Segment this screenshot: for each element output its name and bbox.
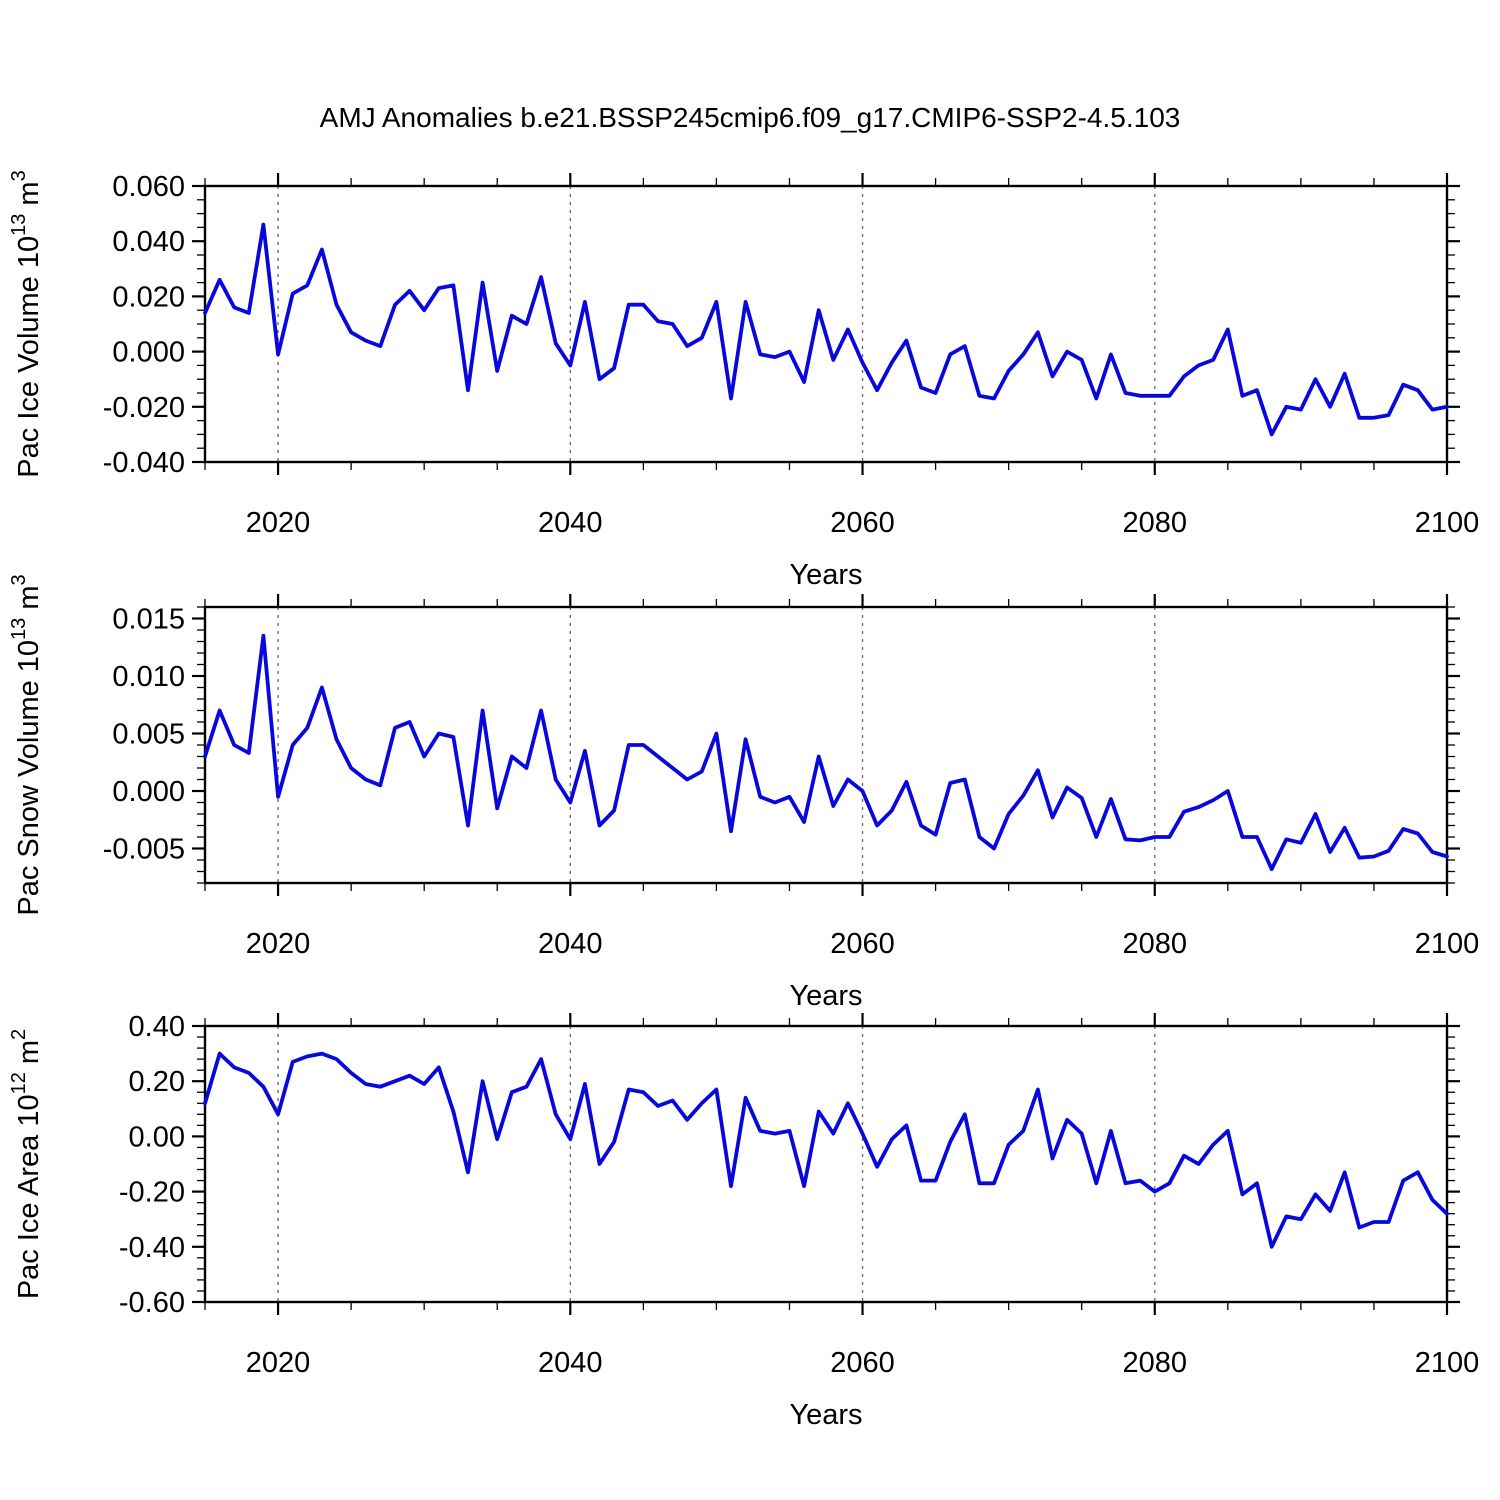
y-tick-label: 0.040 [112,226,185,258]
plot-border [203,605,1449,885]
x-tick-label: 2040 [538,1347,603,1379]
y-tick-label: 0.40 [129,1011,185,1043]
panel-pac-ice-area: 0.40 0.20 0.00 -0.20 -0.40 -0.60 2020 2040 2060 2… [8,1011,1479,1431]
x-tick-label: 2080 [1123,928,1188,960]
x-tick-label: 2100 [1415,928,1480,960]
plot-border [203,184,1449,464]
x-tick-label: 2060 [830,507,895,539]
y-tick-label: -0.040 [103,447,185,479]
x-axis-title: Years [789,980,862,1012]
panel-pac-snow-volume: 0.015 0.010 0.005 0.000 -0.005 2020 2040 2060 20… [8,574,1479,1012]
y-tick-label: 0.010 [112,661,185,693]
panel-pac-ice-volume: 0.060 0.040 0.020 0.000 -0.020 -0.040 2020 2040… [8,170,1479,591]
y-tick-label: 0.00 [129,1121,185,1153]
plot-border [203,1024,1449,1304]
y-tick-label: -0.60 [119,1287,185,1319]
x-tick-label: 2060 [830,1347,895,1379]
x-tick-label: 2040 [538,928,603,960]
data-line-pac-ice-volume [203,222,1449,437]
x-tick-label: 2100 [1415,1347,1480,1379]
x-tick-label: 2040 [538,507,603,539]
y-tick-label: 0.000 [112,337,185,369]
x-tick-label: 2020 [246,928,311,960]
x-tick-label: 2020 [246,507,311,539]
data-line-pac-snow-volume [203,633,1449,872]
y-tick-label: -0.005 [103,834,185,866]
y-tick-label: 0.20 [129,1066,185,1098]
data-line-pac-ice-area [203,1051,1449,1249]
x-tick-label: 2060 [830,928,895,960]
chart-title: AMJ Anomalies b.e21.BSSP245cmip6.f09_g17… [320,102,1181,133]
y-tick-label: -0.020 [103,392,185,424]
x-tick-label: 2080 [1123,507,1188,539]
y-axis-title: Pac Ice Volume 1013 m3 [8,170,45,477]
x-tick-label: 2100 [1415,507,1480,539]
y-tick-label: 0.005 [112,719,185,751]
x-axis-title: Years [789,1399,862,1431]
x-tick-label: 2020 [246,1347,311,1379]
x-tick-label: 2080 [1123,1347,1188,1379]
y-tick-label: -0.40 [119,1232,185,1264]
y-tick-label: 0.015 [112,604,185,636]
y-tick-label: 0.060 [112,171,185,203]
y-tick-label: 0.020 [112,281,185,313]
y-axis-title: Pac Ice Area 1012 m2 [8,1029,45,1299]
y-tick-label: -0.20 [119,1177,185,1209]
x-axis-title: Years [789,559,862,591]
y-axis-title: Pac Snow Volume 1013 m3 [8,574,45,915]
y-tick-label: 0.000 [112,776,185,808]
